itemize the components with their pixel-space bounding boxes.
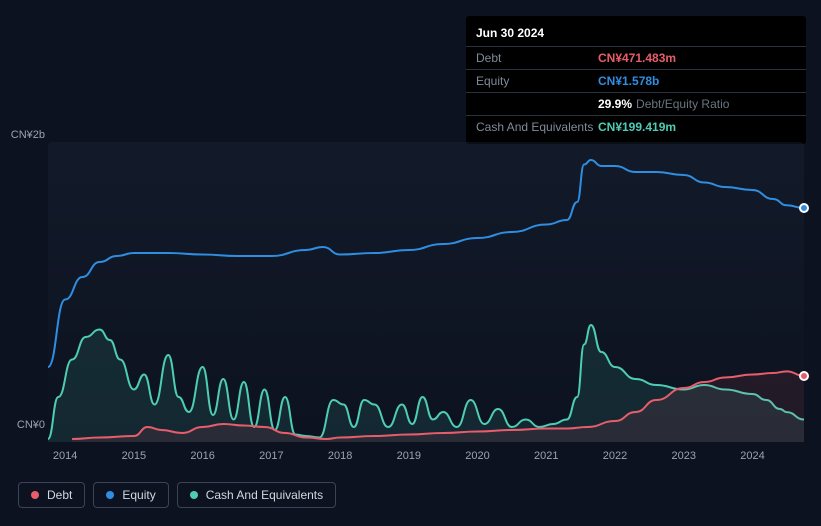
chart-legend: Debt Equity Cash And Equivalents <box>18 482 336 508</box>
legend-label: Equity <box>122 488 155 502</box>
legend-item-cash[interactable]: Cash And Equivalents <box>177 482 336 508</box>
tooltip-label: Equity <box>476 72 598 90</box>
chart-plot-area[interactable] <box>48 142 804 442</box>
x-axis-label: 2014 <box>53 450 77 462</box>
chart-tooltip: Jun 30 2024 DebtCN¥471.483mEquityCN¥1.57… <box>466 16 806 144</box>
x-axis-label: 2017 <box>259 450 283 462</box>
legend-label: Cash And Equivalents <box>206 488 323 502</box>
series-line-equity <box>48 160 804 367</box>
x-axis-label: 2022 <box>603 450 627 462</box>
x-axis-label: 2015 <box>122 450 146 462</box>
legend-item-debt[interactable]: Debt <box>18 482 85 508</box>
tooltip-row: 29.9%Debt/Equity Ratio <box>466 92 806 115</box>
tooltip-date: Jun 30 2024 <box>466 22 806 46</box>
tooltip-value: CN¥1.578b <box>598 72 659 90</box>
legend-dot-icon <box>190 491 198 499</box>
tooltip-value: CN¥199.419m <box>598 118 676 136</box>
series-marker-equity <box>799 203 809 213</box>
legend-dot-icon <box>31 491 39 499</box>
x-axis-label: 2024 <box>740 450 764 462</box>
tooltip-value: CN¥471.483m <box>598 49 676 67</box>
y-axis-label: CN¥2b <box>11 129 45 141</box>
tooltip-row: Cash And EquivalentsCN¥199.419m <box>466 115 806 138</box>
tooltip-row: EquityCN¥1.578b <box>466 69 806 92</box>
x-axis-label: 2020 <box>465 450 489 462</box>
tooltip-label: Cash And Equivalents <box>476 118 598 136</box>
x-axis-label: 2021 <box>534 450 558 462</box>
tooltip-value: 29.9%Debt/Equity Ratio <box>598 95 729 113</box>
legend-dot-icon <box>106 491 114 499</box>
x-axis-label: 2019 <box>397 450 421 462</box>
tooltip-label <box>476 95 598 113</box>
tooltip-row: DebtCN¥471.483m <box>466 46 806 69</box>
x-axis-label: 2018 <box>328 450 352 462</box>
x-axis-label: 2023 <box>671 450 695 462</box>
x-axis-label: 2016 <box>190 450 214 462</box>
legend-label: Debt <box>47 488 72 502</box>
series-marker-debt <box>799 371 809 381</box>
y-axis-label: CN¥0 <box>17 419 45 431</box>
tooltip-label: Debt <box>476 49 598 67</box>
legend-item-equity[interactable]: Equity <box>93 482 168 508</box>
